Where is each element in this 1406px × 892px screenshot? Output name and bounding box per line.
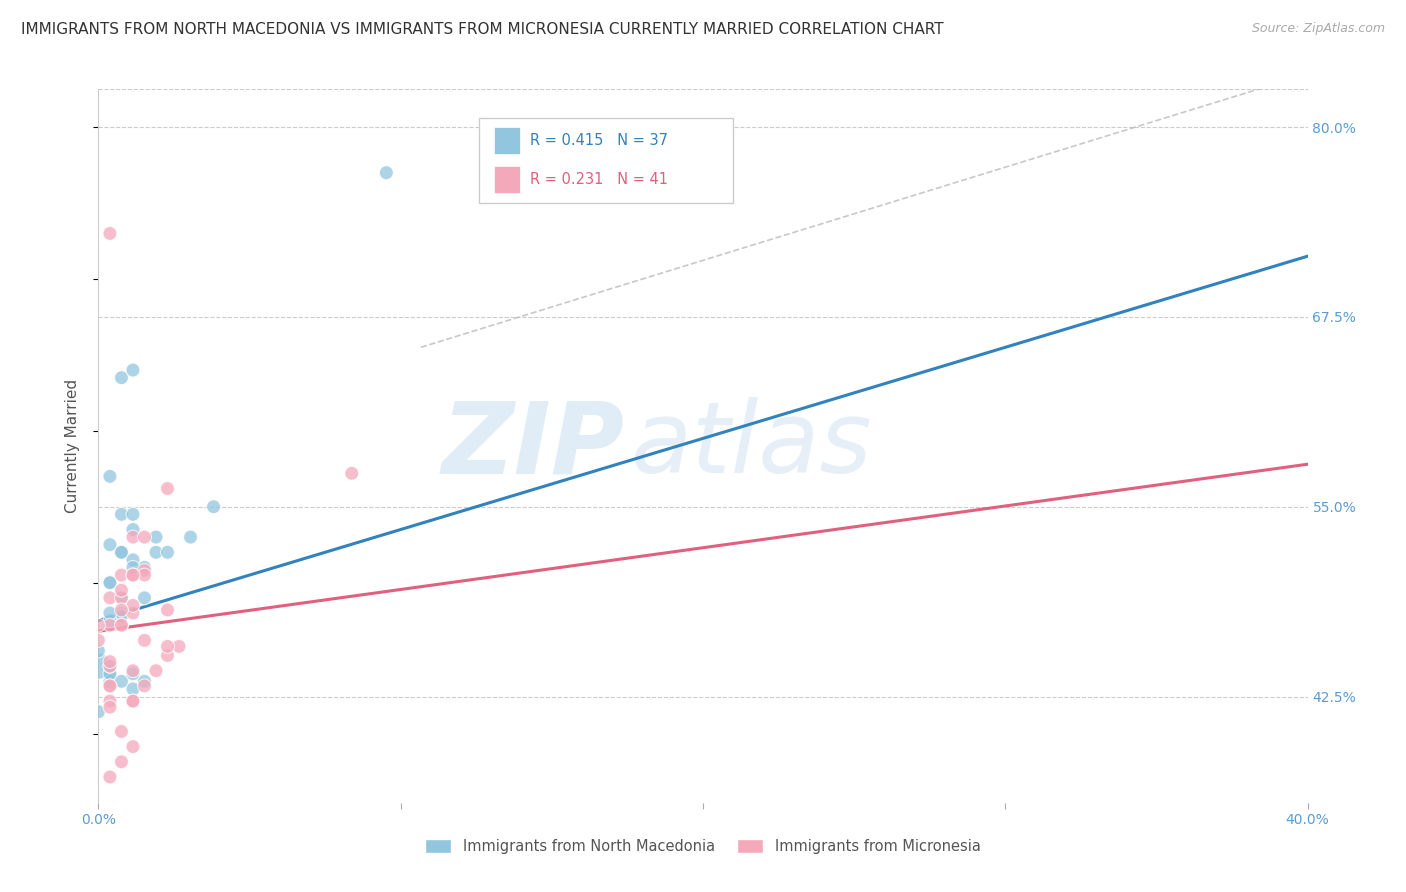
Point [110, 591, 132, 605]
Point [87, 633, 110, 648]
Point [110, 591, 132, 605]
Point [145, 545, 167, 559]
Point [98, 679, 121, 693]
Point [110, 755, 132, 769]
Point [134, 564, 156, 578]
Point [145, 530, 167, 544]
FancyBboxPatch shape [494, 127, 520, 153]
Point [122, 568, 145, 582]
Point [110, 545, 132, 559]
Point [110, 674, 132, 689]
Point [110, 618, 132, 632]
Point [98, 770, 121, 784]
Point [98, 538, 121, 552]
Text: R = 0.231   N = 41: R = 0.231 N = 41 [530, 172, 668, 187]
Point [98, 666, 121, 681]
Point [122, 664, 145, 678]
Point [98, 606, 121, 620]
Point [110, 618, 132, 632]
Point [98, 614, 121, 628]
Point [98, 694, 121, 708]
Point [98, 575, 121, 590]
Point [134, 674, 156, 689]
Point [122, 739, 145, 754]
Point [110, 508, 132, 522]
Point [98, 575, 121, 590]
Point [98, 666, 121, 681]
Point [87, 705, 110, 719]
Point [98, 469, 121, 483]
Point [122, 363, 145, 377]
Point [122, 553, 145, 567]
Point [98, 659, 121, 673]
Text: Source: ZipAtlas.com: Source: ZipAtlas.com [1251, 22, 1385, 36]
Point [122, 530, 145, 544]
Point [340, 467, 363, 481]
Point [134, 530, 156, 544]
FancyBboxPatch shape [479, 118, 734, 203]
Point [98, 227, 121, 241]
Point [98, 679, 121, 693]
Legend: Immigrants from North Macedonia, Immigrants from Micronesia: Immigrants from North Macedonia, Immigra… [419, 832, 987, 860]
Point [122, 681, 145, 696]
Point [110, 724, 132, 739]
Point [122, 694, 145, 708]
Point [122, 694, 145, 708]
Y-axis label: Currently Married: Currently Married [65, 379, 80, 513]
Point [134, 679, 156, 693]
Point [156, 545, 179, 559]
Point [98, 659, 121, 673]
Point [156, 482, 179, 496]
Point [110, 606, 132, 620]
Point [122, 560, 145, 574]
Point [110, 568, 132, 582]
Point [110, 603, 132, 617]
Point [122, 606, 145, 620]
Point [87, 618, 110, 632]
Point [122, 508, 145, 522]
Point [156, 603, 179, 617]
Text: atlas: atlas [630, 398, 872, 494]
Point [110, 583, 132, 598]
Point [87, 659, 110, 673]
Point [98, 618, 121, 632]
Point [122, 568, 145, 582]
Point [167, 640, 190, 654]
Point [98, 591, 121, 605]
Point [122, 666, 145, 681]
Point [98, 655, 121, 669]
Point [134, 591, 156, 605]
Point [134, 633, 156, 648]
Point [134, 560, 156, 574]
Point [156, 648, 179, 663]
Point [156, 640, 179, 654]
Point [110, 609, 132, 624]
Point [122, 523, 145, 537]
Point [145, 664, 167, 678]
Point [98, 674, 121, 689]
Point [134, 568, 156, 582]
Point [110, 545, 132, 559]
Point [180, 530, 202, 544]
Point [98, 700, 121, 714]
Point [202, 500, 225, 514]
Text: ZIP: ZIP [441, 398, 624, 494]
Point [110, 370, 132, 384]
Point [375, 166, 398, 180]
Text: R = 0.415   N = 37: R = 0.415 N = 37 [530, 133, 668, 148]
Point [122, 599, 145, 613]
FancyBboxPatch shape [494, 166, 520, 193]
Text: IMMIGRANTS FROM NORTH MACEDONIA VS IMMIGRANTS FROM MICRONESIA CURRENTLY MARRIED : IMMIGRANTS FROM NORTH MACEDONIA VS IMMIG… [21, 22, 943, 37]
Point [87, 644, 110, 658]
